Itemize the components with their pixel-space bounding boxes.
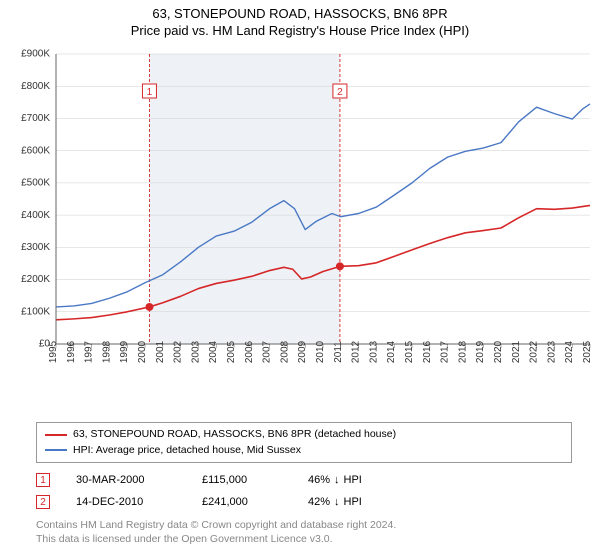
legend-swatch-hpi bbox=[45, 449, 67, 451]
arrow-down-icon: ↓ bbox=[334, 496, 340, 508]
chart-title-line2: Price paid vs. HM Land Registry's House … bbox=[0, 23, 600, 40]
sale-row: 2 14-DEC-2010 £241,000 42% ↓ HPI bbox=[36, 491, 572, 513]
svg-text:2009: 2009 bbox=[297, 340, 308, 363]
chart-title-block: 63, STONEPOUND ROAD, HASSOCKS, BN6 8PR P… bbox=[0, 0, 600, 40]
svg-text:2017: 2017 bbox=[440, 340, 451, 363]
svg-text:2004: 2004 bbox=[208, 340, 219, 363]
svg-text:1995: 1995 bbox=[48, 340, 59, 363]
svg-text:£500K: £500K bbox=[21, 177, 50, 188]
svg-text:£200K: £200K bbox=[21, 274, 50, 285]
legend-label-property: 63, STONEPOUND ROAD, HASSOCKS, BN6 8PR (… bbox=[73, 427, 396, 443]
svg-text:2014: 2014 bbox=[386, 340, 397, 363]
sale-date: 14-DEC-2010 bbox=[76, 496, 176, 508]
line-chart-svg: £0£100K£200K£300K£400K£500K£600K£700K£80… bbox=[0, 44, 600, 414]
svg-text:£400K: £400K bbox=[21, 210, 50, 221]
svg-text:1997: 1997 bbox=[84, 340, 95, 363]
sale-marker-2: 2 bbox=[36, 495, 50, 509]
svg-text:1996: 1996 bbox=[66, 340, 77, 363]
svg-text:2015: 2015 bbox=[404, 340, 415, 363]
chart-area: £0£100K£200K£300K£400K£500K£600K£700K£80… bbox=[0, 44, 600, 414]
svg-text:2011: 2011 bbox=[333, 341, 344, 363]
svg-text:1998: 1998 bbox=[101, 340, 112, 363]
footer-line1: Contains HM Land Registry data © Crown c… bbox=[36, 519, 572, 533]
svg-text:2002: 2002 bbox=[173, 340, 184, 363]
svg-text:2003: 2003 bbox=[190, 340, 201, 363]
svg-text:2022: 2022 bbox=[529, 340, 540, 363]
svg-text:2007: 2007 bbox=[262, 340, 273, 363]
sale-delta: 46% ↓ HPI bbox=[308, 474, 398, 486]
svg-text:2024: 2024 bbox=[564, 340, 575, 363]
footer-line2: This data is licensed under the Open Gov… bbox=[36, 533, 572, 547]
svg-text:2013: 2013 bbox=[368, 340, 379, 363]
sales-table: 1 30-MAR-2000 £115,000 46% ↓ HPI 2 14-DE… bbox=[36, 469, 572, 513]
legend-swatch-property bbox=[45, 434, 67, 436]
svg-text:2023: 2023 bbox=[546, 340, 557, 363]
svg-text:1999: 1999 bbox=[119, 340, 130, 363]
legend-item-hpi: HPI: Average price, detached house, Mid … bbox=[45, 443, 563, 459]
svg-text:2: 2 bbox=[337, 87, 343, 98]
svg-text:2000: 2000 bbox=[137, 340, 148, 363]
svg-text:£900K: £900K bbox=[21, 48, 50, 59]
svg-text:2025: 2025 bbox=[582, 340, 593, 363]
svg-text:2006: 2006 bbox=[244, 340, 255, 363]
svg-text:£300K: £300K bbox=[21, 242, 50, 253]
svg-text:2012: 2012 bbox=[351, 340, 362, 363]
svg-text:2021: 2021 bbox=[511, 340, 522, 363]
chart-title-line1: 63, STONEPOUND ROAD, HASSOCKS, BN6 8PR bbox=[0, 6, 600, 23]
legend: 63, STONEPOUND ROAD, HASSOCKS, BN6 8PR (… bbox=[36, 422, 572, 464]
sale-date: 30-MAR-2000 bbox=[76, 474, 176, 486]
svg-text:2019: 2019 bbox=[475, 340, 486, 363]
svg-text:£700K: £700K bbox=[21, 113, 50, 124]
svg-text:£100K: £100K bbox=[21, 306, 50, 317]
svg-text:2008: 2008 bbox=[279, 340, 290, 363]
svg-text:2001: 2001 bbox=[155, 340, 166, 363]
footer: Contains HM Land Registry data © Crown c… bbox=[36, 519, 572, 546]
svg-text:£800K: £800K bbox=[21, 81, 50, 92]
svg-text:2005: 2005 bbox=[226, 340, 237, 363]
arrow-down-icon: ↓ bbox=[334, 474, 340, 486]
svg-text:2018: 2018 bbox=[457, 340, 468, 363]
sale-delta: 42% ↓ HPI bbox=[308, 496, 398, 508]
sale-price: £115,000 bbox=[202, 474, 282, 486]
svg-text:£600K: £600K bbox=[21, 145, 50, 156]
svg-text:2010: 2010 bbox=[315, 340, 326, 363]
svg-text:2020: 2020 bbox=[493, 340, 504, 363]
svg-text:1: 1 bbox=[147, 87, 153, 98]
svg-text:2016: 2016 bbox=[422, 340, 433, 363]
sale-marker-1: 1 bbox=[36, 473, 50, 487]
sale-row: 1 30-MAR-2000 £115,000 46% ↓ HPI bbox=[36, 469, 572, 491]
sale-price: £241,000 bbox=[202, 496, 282, 508]
legend-item-property: 63, STONEPOUND ROAD, HASSOCKS, BN6 8PR (… bbox=[45, 427, 563, 443]
legend-label-hpi: HPI: Average price, detached house, Mid … bbox=[73, 443, 301, 459]
